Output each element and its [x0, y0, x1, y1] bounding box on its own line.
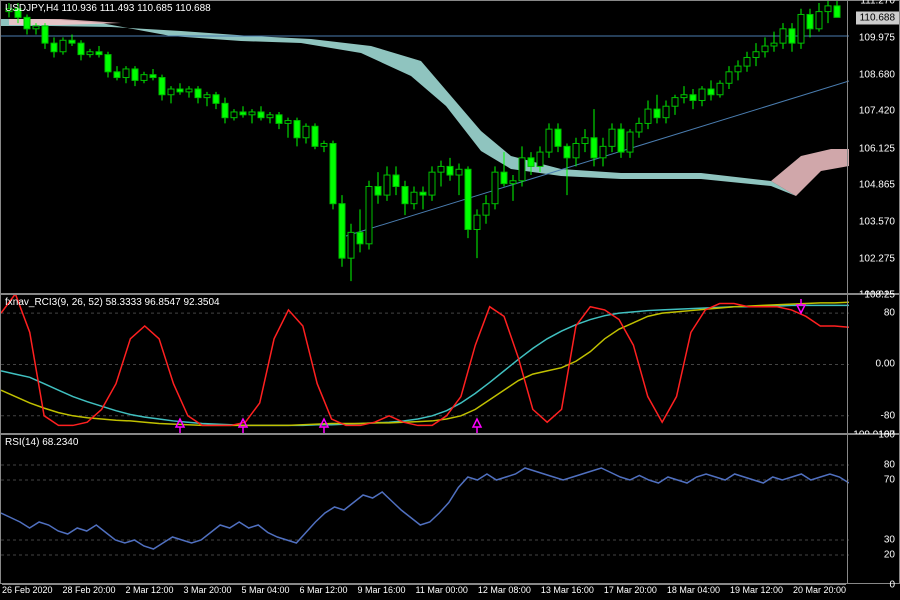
time-x-axis: 26 Feb 202028 Feb 20:002 Mar 12:003 Mar … [2, 584, 846, 600]
rci-indicator-panel[interactable]: fxnav_RCI3(9, 26, 52) 58.3333 96.8547 92… [0, 294, 900, 434]
rci-y-axis: 108.25800.00-80-109.9167 [847, 295, 899, 433]
rci-title: fxnav_RCI3(9, 26, 52) 58.3333 96.8547 92… [5, 297, 220, 308]
candlestick-chart [1, 1, 849, 295]
price-y-axis: 111.270110.688109.975108.680107.420106.1… [847, 1, 899, 293]
rsi-chart [1, 435, 849, 585]
price-chart-panel[interactable]: USDJPY,H4 110.936 111.493 110.685 110.68… [0, 0, 900, 294]
rsi-indicator-panel[interactable]: RSI(14) 68.2340 100807030200 [0, 434, 900, 584]
rsi-y-axis: 100807030200 [847, 435, 899, 583]
rsi-title: RSI(14) 68.2340 [5, 437, 78, 448]
rci-chart [1, 295, 849, 435]
main-title: USDJPY,H4 110.936 111.493 110.685 110.68… [5, 3, 211, 14]
